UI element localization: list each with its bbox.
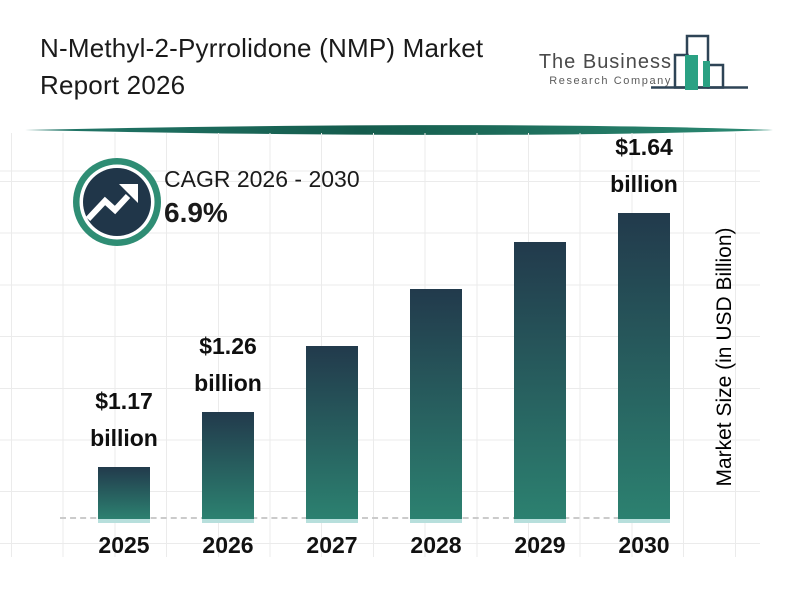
cagr-label: CAGR 2026 - 2030 [164, 166, 360, 192]
bar [306, 346, 358, 519]
bar-value-label: $1.17 billion [90, 388, 158, 451]
bar [514, 242, 566, 519]
bar-base-glow [98, 519, 150, 523]
logo-name: The Business [538, 51, 672, 73]
x-tick-label: 2025 [98, 532, 150, 558]
bar [618, 213, 670, 519]
bar-column: $1.26 billion [173, 328, 283, 523]
bar-base-glow [618, 519, 670, 523]
x-tick-label: 2026 [202, 532, 254, 558]
x-tick-label: 2028 [410, 532, 462, 558]
x-tick-label: 2030 [618, 532, 670, 558]
bar-column: $1.17 billion [69, 383, 179, 523]
bar-base-glow [514, 519, 566, 523]
page-title: N-Methyl-2-Pyrrolidone (NMP) Market Repo… [40, 30, 483, 104]
page-title-line2: Report 2026 [40, 70, 186, 100]
trend-up-arrow-icon [73, 158, 161, 246]
x-tick-label: 2029 [514, 532, 566, 558]
bar-column: $1.64 billion [589, 129, 699, 523]
y-axis-label: Market Size (in USD Billion) [713, 227, 736, 487]
bar-column [381, 289, 491, 523]
bar [410, 289, 462, 519]
page-title-line1: N-Methyl-2-Pyrrolidone (NMP) Market [40, 33, 484, 63]
bar [98, 467, 150, 519]
bar-base-glow [202, 519, 254, 523]
bar-column [485, 242, 595, 523]
bar-base-glow [410, 519, 462, 523]
logo-subname: Research Company [549, 75, 672, 87]
bar-value-label: $1.64 billion [610, 134, 678, 197]
bar-value-label: $1.26 billion [194, 333, 262, 396]
divider-lens [25, 125, 773, 135]
logo: The Business Research Company [420, 50, 672, 87]
cagr-value: 6.9% [164, 197, 228, 228]
bar-skyline-icon [651, 34, 748, 90]
bar-column [277, 346, 387, 523]
bar [202, 412, 254, 519]
bar-base-glow [306, 519, 358, 523]
x-tick-label: 2027 [306, 532, 358, 558]
chart-baseline [60, 517, 670, 519]
